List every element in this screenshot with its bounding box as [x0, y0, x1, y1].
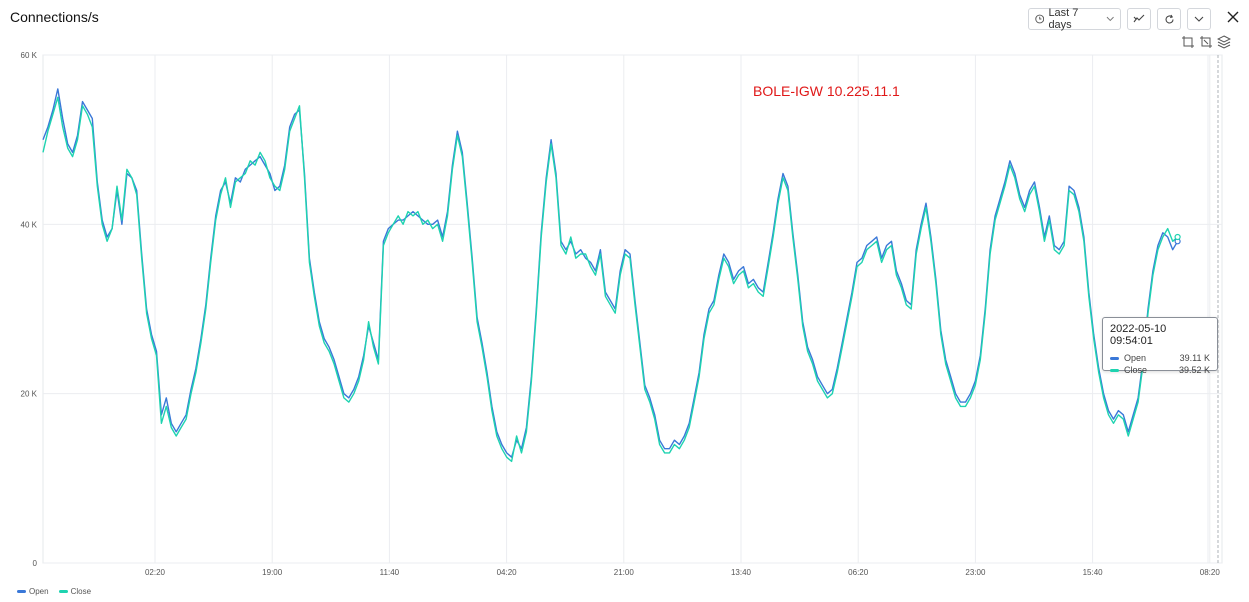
x-tick-label: 11:40	[380, 568, 400, 577]
series-swatch	[17, 590, 26, 593]
x-tick-label: 13:40	[731, 568, 752, 577]
series-swatch	[58, 590, 68, 593]
y-tick-label: 20 K	[21, 390, 38, 399]
y-tick-label: 60 K	[21, 51, 38, 60]
hover-point-close	[1174, 233, 1181, 241]
hover-markers	[1174, 233, 1181, 245]
series-swatch	[1110, 368, 1119, 372]
tooltip-time: 2022-05-10 09:54:01	[1110, 323, 1167, 347]
refresh-button[interactable]	[1157, 8, 1181, 30]
y-tick-label: 0	[33, 559, 38, 568]
legend-label: Open	[29, 587, 49, 596]
plot-frame	[42, 54, 1223, 564]
tooltip-series-name: Open	[1124, 353, 1147, 363]
zoom-reset-icon[interactable]	[1199, 35, 1213, 49]
x-tick-label: 08:20	[1200, 568, 1221, 577]
y-tick-label: 40 K	[21, 220, 38, 229]
time-range-select[interactable]: Last 7 days	[1028, 7, 1121, 31]
toolbar: Last 7 days	[1028, 7, 1211, 31]
x-tick-label: 06:20	[848, 568, 869, 577]
legend-item-close[interactable]: Close	[58, 587, 92, 596]
tooltip-row-close: Close 39.52 K	[1110, 364, 1210, 376]
x-tick-label: 23:00	[965, 568, 986, 577]
time-range-label: Last 7 days	[1048, 7, 1079, 31]
legend-label: Close	[70, 587, 92, 596]
tooltip-series-name: Close	[1124, 365, 1148, 375]
x-tick-label: 21:00	[614, 568, 635, 577]
legend-item-open[interactable]: Open	[17, 587, 49, 596]
chart-annotation: BOLE-IGW 10.225.11.1	[753, 83, 900, 99]
x-axis: 02:20 19:00 11:40 04:20 21:00 13:40 06:20 23:00…	[145, 568, 1220, 577]
more-options-button[interactable]	[1187, 8, 1211, 30]
tooltip-series-value: 39.11 K	[1179, 353, 1210, 363]
x-tick-label: 19:00	[262, 568, 283, 577]
series-line-open	[42, 88, 1179, 458]
x-tick-label: 15:40	[1083, 568, 1104, 577]
chart-tooltip: 2022-05-10 09:54:01 Open 39.11 K Close 3…	[1102, 317, 1218, 375]
line-style-icon	[1133, 14, 1145, 23]
tooltip-row-open: Open 39.11 K	[1110, 352, 1210, 364]
chevron-down-icon	[1194, 16, 1204, 22]
page-title: Connections/s	[10, 9, 99, 25]
chart-toolbox	[1181, 35, 1232, 49]
refresh-icon	[1164, 14, 1174, 24]
x-tick-label: 04:20	[497, 568, 518, 577]
series-swatch	[1110, 356, 1119, 360]
close-icon[interactable]	[1225, 9, 1241, 25]
clock-icon	[1035, 14, 1045, 24]
chevron-down-icon	[1106, 16, 1114, 22]
series-line-close	[42, 96, 1179, 463]
zoom-select-icon[interactable]	[1181, 35, 1195, 49]
tooltip-series-value: 39.52 K	[1178, 365, 1210, 375]
chart-legend: Open Close	[17, 587, 91, 596]
chart-grid	[42, 54, 1223, 564]
y-axis: 0 20 K 40 K 60 K	[21, 51, 38, 568]
x-tick-label: 02:20	[145, 568, 166, 577]
line-style-button[interactable]	[1127, 8, 1151, 30]
chart-series	[42, 88, 1179, 463]
layers-icon[interactable]	[1216, 35, 1232, 49]
